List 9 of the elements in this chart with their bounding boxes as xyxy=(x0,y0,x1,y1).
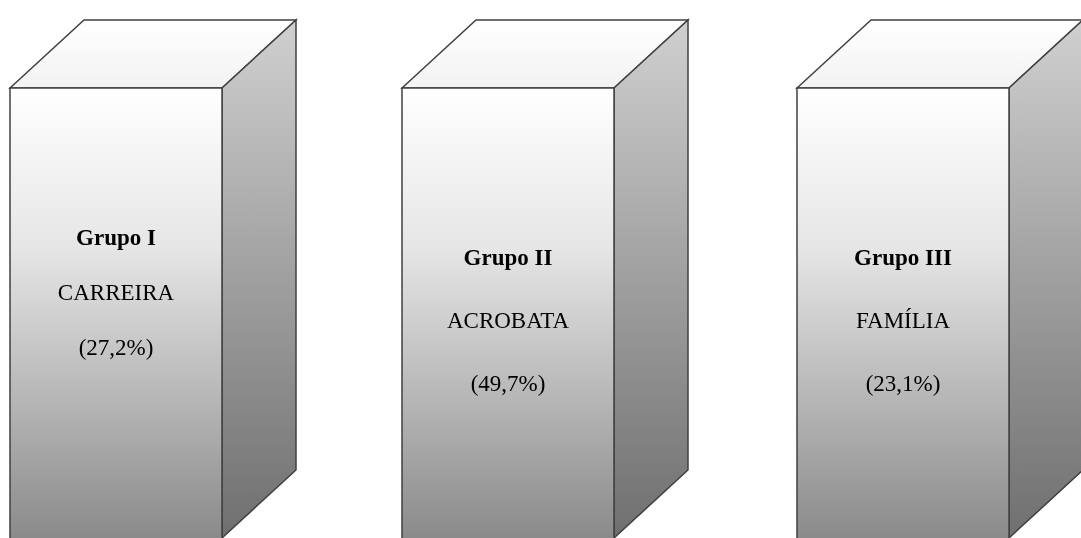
text: CARREIRA xyxy=(57,280,175,305)
data-label: (23,1%) xyxy=(865,371,941,396)
text: FAMÍLIA xyxy=(855,308,951,333)
data-label: (49,7%) xyxy=(470,371,546,396)
category-label: Grupo I xyxy=(76,225,156,250)
category-label: Grupo II xyxy=(463,245,553,270)
data-label: (27,2%) xyxy=(78,335,154,360)
text: ACROBATA xyxy=(446,308,570,333)
category-label: Grupo III xyxy=(854,245,952,270)
